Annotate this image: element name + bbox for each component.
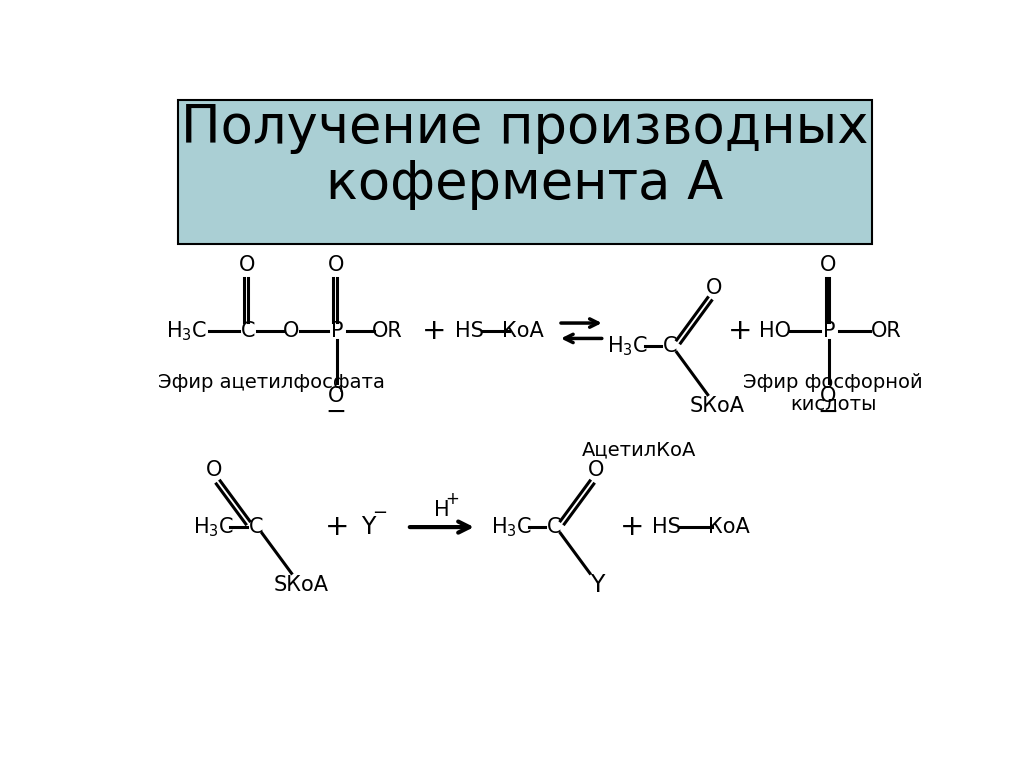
- Text: Эфир фосфорной
кислоты: Эфир фосфорной кислоты: [743, 374, 923, 414]
- Text: HS: HS: [455, 321, 483, 341]
- Text: SКоА: SКоА: [689, 397, 744, 416]
- Text: +: +: [445, 490, 459, 509]
- Text: КоА: КоА: [503, 321, 544, 341]
- Text: Получение производных: Получение производных: [181, 102, 868, 154]
- Text: КоА: КоА: [708, 517, 750, 537]
- Text: O: O: [206, 460, 222, 480]
- Text: O: O: [328, 255, 344, 275]
- Text: O: O: [239, 255, 255, 275]
- Text: +: +: [422, 317, 446, 344]
- Text: +: +: [325, 513, 349, 541]
- Text: O: O: [819, 255, 836, 275]
- Text: O: O: [588, 460, 604, 480]
- Text: Y: Y: [361, 515, 376, 539]
- Text: H$_3$C: H$_3$C: [492, 515, 532, 539]
- Text: SКоА: SКоА: [273, 574, 329, 595]
- Text: кофермента А: кофермента А: [327, 158, 723, 209]
- Text: OR: OR: [870, 321, 901, 341]
- Text: C: C: [547, 517, 561, 537]
- Text: H$_3$C: H$_3$C: [166, 319, 207, 343]
- Text: O: O: [819, 387, 836, 407]
- Text: C: C: [249, 517, 263, 537]
- Text: O: O: [283, 321, 299, 341]
- Text: АцетилКоА: АцетилКоА: [583, 440, 696, 459]
- Text: O: O: [706, 278, 722, 298]
- Text: P: P: [823, 321, 836, 341]
- Text: HO: HO: [759, 321, 792, 341]
- Bar: [178, 100, 872, 244]
- Text: OR: OR: [373, 321, 403, 341]
- Text: P: P: [331, 321, 343, 341]
- Text: +: +: [728, 317, 753, 344]
- Text: H$_3$C: H$_3$C: [607, 334, 648, 358]
- Text: Эфир ацетилфосфата: Эфир ацетилфосфата: [158, 373, 385, 392]
- Text: −: −: [373, 504, 387, 522]
- Text: H$_3$C: H$_3$C: [193, 515, 233, 539]
- Text: H: H: [434, 500, 450, 520]
- Text: +: +: [620, 513, 644, 541]
- Text: O: O: [328, 387, 344, 407]
- Text: HS: HS: [652, 517, 681, 537]
- Text: C: C: [664, 336, 678, 356]
- Text: −: −: [817, 400, 839, 423]
- Text: −: −: [326, 400, 346, 423]
- Text: C: C: [241, 321, 255, 341]
- Text: Y: Y: [591, 573, 605, 597]
